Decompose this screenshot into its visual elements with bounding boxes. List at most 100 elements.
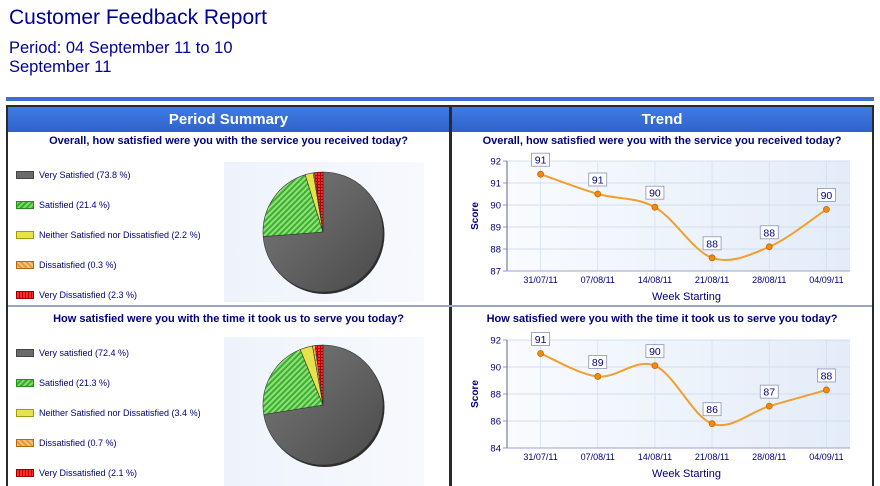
legend-label: Very satisfied (72.4 %) [39,348,130,358]
title-rule [6,97,874,101]
data-label: 90 [649,188,661,200]
report-grid: Period Summary Trend Overall, how satisf… [6,105,874,486]
report-period: Period: 04 September 11 to 10 September … [9,39,233,76]
data-point [708,420,716,428]
pie-slice-very-dissatisfied [314,171,324,233]
y-tick-label: 90 [490,363,501,374]
pie-question-time: How satisfied were you with the time it … [53,313,404,325]
x-tick-label: 21/08/11 [695,452,729,462]
data-label: 90 [649,346,661,358]
data-label: 88 [763,227,775,239]
y-tick-label: 92 [490,157,501,168]
pie-chart-overall [262,171,385,294]
trend-question-overall: Overall, how satisfied were you with the… [482,135,842,147]
legend-item-satisfied: Satisfied (21.3 %) [16,377,110,389]
legend-item-very-dissatisfied: Very Dissatisfied (2.1 %) [16,467,137,479]
legend-item-very-dissatisfied: Very Dissatisfied (2.3 %) [16,289,137,301]
data-label-box [645,185,665,200]
legend-label: Dissatisfied (0.7 %) [39,438,117,448]
pie-panel-overall: Overall, how satisfied were you with the… [8,132,449,305]
trend-chart-time: 84 86 88 90 92 31/07/11 07/08/11 14/08/11 21/08/… [470,332,850,480]
legend-swatch [16,201,34,209]
x-tick-label: 14/08/11 [638,275,672,285]
legend-swatch [16,291,34,299]
data-point [651,203,659,211]
x-tick-label: 31/07/11 [523,275,557,285]
data-label: 91 [592,175,604,187]
plot-area [507,161,850,271]
data-label-box [645,344,665,359]
y-tick-label: 88 [490,390,501,401]
legend-label: Dissatisfied (0.3 %) [39,260,117,270]
data-point [651,362,659,370]
pie-panel-time: How satisfied were you with the time it … [8,307,449,486]
y-tick-label: 86 [490,417,501,428]
x-tick-label: 28/08/11 [752,275,786,285]
row-divider [8,305,872,307]
legend-item-neutral: Neither Satisfied nor Dissatisfied (3.4 … [16,407,201,419]
data-label-box [759,384,779,399]
data-label: 87 [763,387,775,399]
pie-question-overall: Overall, how satisfied were you with the… [49,135,408,147]
y-axis-title: Score [470,380,481,408]
trend-question-time: How satisfied were you with the time it … [486,313,838,325]
x-tick-label: 04/09/11 [809,275,843,285]
legend-label: Very Satisfied (73.8 %) [39,170,131,180]
legend-item-very-satisfied: Very satisfied (72.4 %) [16,347,129,359]
data-point [594,190,602,198]
x-tick-label: 07/08/11 [581,452,615,462]
legend-label: Very Dissatisfied (2.1 %) [39,468,138,478]
pie-slice-very-dissatisfied [314,344,324,406]
legend-swatch [16,261,34,269]
data-point [537,170,544,178]
data-point [823,386,830,394]
y-tick-label: 90 [490,201,501,212]
legend-label: Satisfied (21.4 %) [39,200,111,210]
y-tick-label: 92 [490,336,501,347]
x-tick-label: 07/08/11 [581,275,615,285]
y-tick-label: 84 [490,444,501,455]
y-axis-title: Score [470,202,481,230]
data-label-box [759,225,779,240]
data-point [537,350,544,357]
legend-swatch [16,379,34,387]
data-label: 88 [706,238,718,250]
data-label-box [817,368,836,383]
data-label: 86 [706,404,718,416]
legend-swatch [16,409,34,417]
pie-chart-time [262,344,385,467]
x-axis-title: Week Starting [652,468,721,480]
data-point [765,243,773,251]
data-label: 91 [535,155,547,167]
x-tick-label: 31/07/11 [523,452,557,462]
column-divider [449,107,452,486]
data-label: 91 [535,334,547,346]
x-tick-label: 14/08/11 [638,452,672,462]
period-summary-header: Period Summary [8,107,449,132]
legend-item-dissatisfied: Dissatisfied (0.7 %) [16,437,117,449]
data-point [594,373,602,380]
y-tick-label: 88 [490,245,501,256]
legend-label: Neither Satisfied nor Dissatisfied (3.4 … [39,408,201,418]
trend-panel-time: How satisfied were you with the time it … [452,307,872,486]
data-label-box [817,188,836,202]
legend-swatch [16,231,34,239]
data-label-box [702,402,722,417]
data-point [708,254,716,262]
x-tick-label: 04/09/11 [809,452,843,462]
x-tick-label: 21/08/11 [695,275,729,285]
data-label: 90 [821,190,833,202]
data-point [765,402,773,410]
legend-item-very-satisfied: Very Satisfied (73.8 %) [16,169,131,181]
legend-label: Very Dissatisfied (2.3 %) [39,290,138,300]
data-label-box [702,236,722,251]
pie-slice-very-satisfied [263,344,384,466]
legend-label: Neither Satisfied nor Dissatisfied (2.2 … [39,230,201,240]
legend-item-dissatisfied: Dissatisfied (0.3 %) [16,259,117,271]
legend-swatch [16,469,34,477]
trend-header: Trend [452,107,872,132]
legend-swatch [16,171,34,179]
trend-panel-overall: Overall, how satisfied were you with the… [452,132,872,305]
legend-swatch [16,349,34,357]
legend-item-satisfied: Satisfied (21.4 %) [16,199,110,211]
